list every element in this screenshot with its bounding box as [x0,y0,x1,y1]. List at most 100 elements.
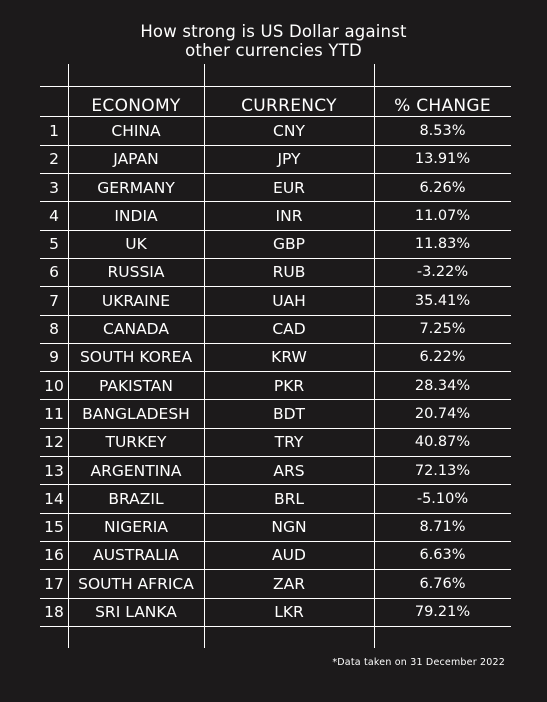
table-row: 16 AUSTRALIA AUD 6.63% [40,541,511,571]
economy-cell: UKRAINE [101,291,171,310]
currency-cell: EUR [273,178,305,197]
economy-cell: SRI LANKA [95,603,177,622]
change-cell: 28.34% [414,377,471,394]
row-divider [40,201,511,203]
currency-cell: INR [275,206,303,225]
row-divider [40,540,511,542]
footnote: *Data taken on 31 December 2022 [332,657,505,668]
table-row: 1 CHINA CNY 8.53% [40,117,511,146]
economy-cell: INDIA [114,206,158,225]
change-cell: 20.74% [414,405,471,422]
change-cell: 79.21% [414,604,471,621]
row-number: 6 [49,263,59,282]
row-number: 2 [49,150,59,169]
table-row: 12 TURKEY TRY 40.87% [40,428,511,458]
title-line-1: How strong is US Dollar against [140,22,407,41]
header-change: % CHANGE [394,96,491,116]
table-row: 4 INDIA INR 11.07% [40,202,511,231]
change-cell: 40.87% [414,434,471,451]
currency-cell: GBP [273,235,305,254]
header-economy: ECONOMY [91,96,181,116]
table-row: 8 CANADA CAD 7.25% [40,315,511,344]
table-row: 18 SRI LANKA LKR 79.21% [40,598,511,627]
currency-cell: AUD [272,546,306,565]
currency-cell: CAD [272,320,306,339]
change-cell: -5.10% [416,490,469,507]
row-number: 5 [49,235,59,254]
row-number: 12 [44,433,64,452]
row-number: 18 [44,603,64,622]
currency-cell: LKR [274,603,304,622]
row-number: 15 [44,518,64,537]
table-row: 3 GERMANY EUR 6.26% [40,174,511,203]
currency-cell: ARS [273,461,305,480]
table-row: 15 NIGERIA NGN 8.71% [40,513,511,542]
change-cell: 72.13% [414,462,471,479]
row-number: 14 [44,489,64,508]
currency-cell: BDT [272,404,306,423]
currency-cell: TRY [274,433,304,452]
currency-cell: RUB [272,263,306,282]
row-divider [40,399,511,401]
column-divider-currency [374,64,375,648]
row-divider [40,342,511,344]
change-cell: 13.91% [414,151,471,168]
economy-cell: JAPAN [113,150,159,169]
table-row: 7 UKRAINE UAH 35.41% [40,287,511,316]
change-cell: 8.53% [419,123,466,139]
row-number: 4 [49,206,59,225]
row-number: 9 [49,348,59,367]
table-row: 10 PAKISTAN PKR 28.34% [40,372,511,401]
economy-cell: CHINA [111,122,161,140]
row-divider [40,286,511,288]
row-divider [40,314,511,316]
row-divider [40,569,511,571]
change-cell: 6.22% [419,349,466,366]
row-divider [40,257,511,259]
currency-cell: PKR [273,376,305,395]
economy-cell: PAKISTAN [99,376,173,395]
economy-cell: AUSTRALIA [93,546,179,565]
row-number: 3 [49,178,59,197]
row-number: 7 [49,291,59,310]
table-row: 14 BRAZIL BRL -5.10% [40,485,511,514]
row-divider [40,173,511,175]
row-divider [40,625,511,627]
change-cell: 6.76% [419,575,466,592]
header-bottom-rule [40,116,511,117]
economy-cell: GERMANY [97,178,175,197]
row-number: 13 [44,461,64,480]
row-divider [40,371,511,373]
table-row: 5 UK GBP 11.83% [40,230,511,259]
currency-cell: ZAR [273,574,305,593]
change-cell: 8.71% [419,519,466,536]
economy-cell: TURKEY [105,433,167,452]
header-currency: CURRENCY [241,96,337,116]
row-divider [40,229,511,231]
row-divider [40,456,511,458]
header-top-rule [40,86,511,87]
economy-cell: CANADA [103,320,169,339]
table-row: 11 BANGLADESH BDT 20.74% [40,400,511,429]
chart-title: How strong is US Dollar against other cu… [0,22,547,60]
economy-cell: NIGERIA [104,518,168,537]
row-number: 16 [44,546,64,565]
economy-cell: RUSSIA [107,263,165,282]
table-row: 13 ARGENTINA ARS 72.13% [40,457,511,486]
change-cell: 11.83% [414,236,471,253]
change-cell: -3.22% [416,264,469,281]
data-table: ECONOMY CURRENCY % CHANGE 1 CHINA CNY 8.53%… [40,64,511,648]
currency-cell: KRW [271,348,307,367]
row-divider [40,512,511,514]
title-line-2: other currencies YTD [185,41,362,60]
change-cell: 6.26% [419,179,466,196]
change-cell: 7.25% [419,321,466,338]
table-row: 2 JAPAN JPY 13.91% [40,145,511,175]
row-divider [40,427,511,429]
table-row: 17 SOUTH AFRICA ZAR 6.76% [40,570,511,599]
row-number: 1 [49,122,59,140]
currency-cell: BRL [273,489,305,508]
change-cell: 35.41% [414,292,471,309]
column-divider-economy [204,64,205,648]
currency-cell: UAH [272,291,306,310]
